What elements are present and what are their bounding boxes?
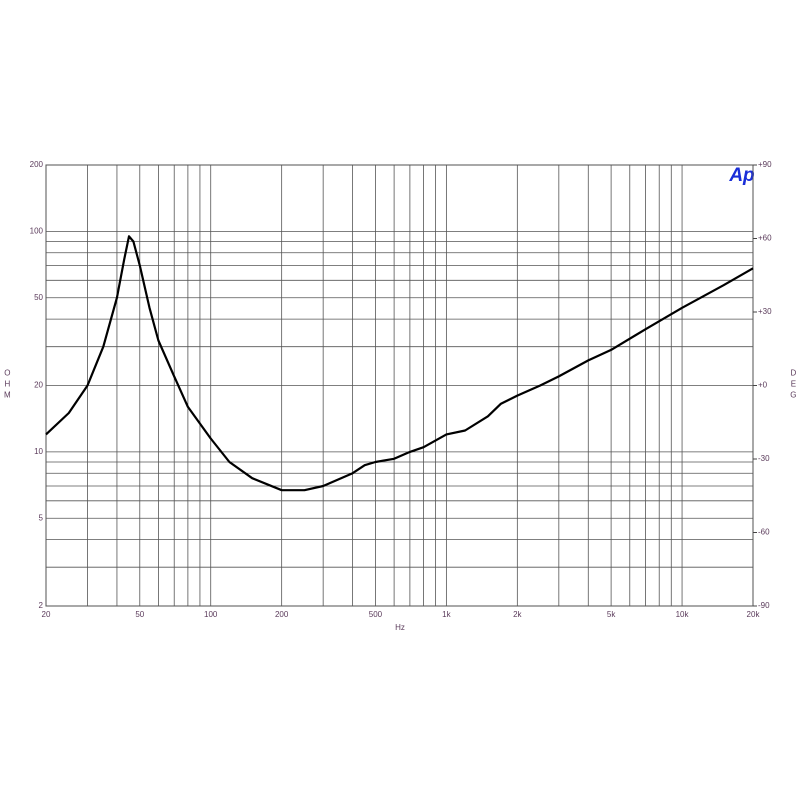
x-tick-label: 50 [135, 610, 144, 619]
y2-tick-label: +90 [758, 160, 772, 169]
x-tick-label: 10k [676, 610, 690, 619]
impedance-line [45, 235, 754, 492]
y2-tick-label: +30 [758, 307, 772, 316]
y2-tick-label: +0 [758, 381, 768, 390]
y-tick-label: 20 [34, 381, 43, 390]
x-tick-label: 2k [513, 610, 522, 619]
logo: Ap [728, 165, 754, 186]
y-tick-label: 50 [34, 293, 43, 302]
y2-tick-label: -30 [758, 454, 770, 463]
x-tick-label: 200 [275, 610, 289, 619]
y2-tick-label: -90 [758, 601, 770, 610]
y2-axis-label: DEG [789, 369, 798, 402]
x-tick-label: 5k [607, 610, 616, 619]
y-tick-label: 10 [34, 447, 43, 456]
y-tick-label: 200 [30, 160, 44, 169]
x-tick-label: 20k [747, 610, 761, 619]
y-tick-label: 5 [39, 513, 44, 522]
y2-tick-label: +60 [758, 234, 772, 243]
y-tick-label: 100 [30, 226, 44, 235]
x-tick-label: 100 [204, 610, 218, 619]
x-tick-label: 1k [442, 610, 451, 619]
y-axis-label: OHM [3, 369, 12, 402]
y-tick-label: 2 [39, 601, 44, 610]
y2-tick-label: -60 [758, 528, 770, 537]
x-tick-label: 500 [369, 610, 383, 619]
x-axis-label: Hz [395, 623, 405, 632]
x-tick-label: 20 [42, 610, 51, 619]
